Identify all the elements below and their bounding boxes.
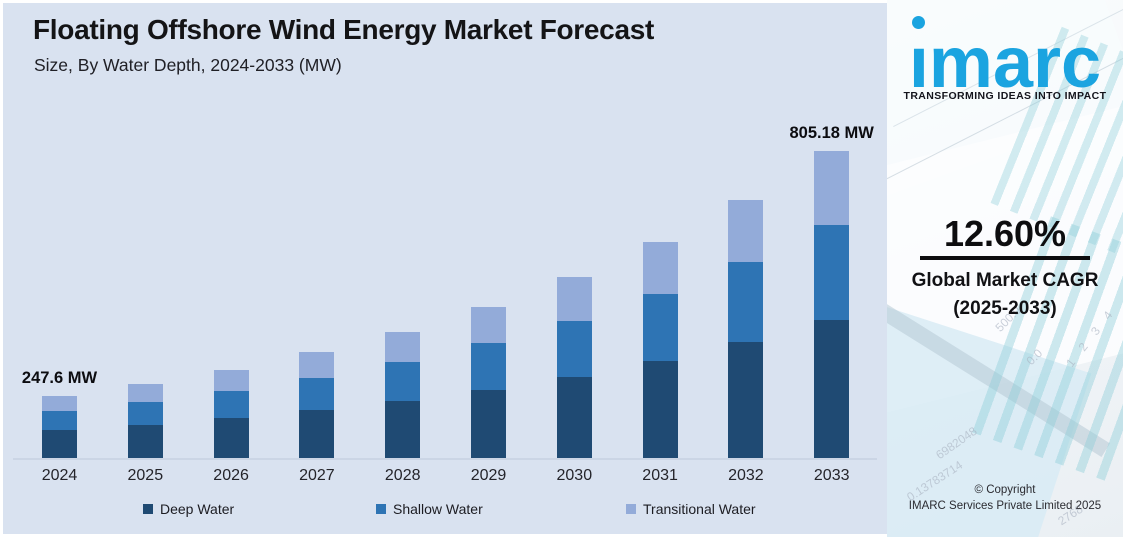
- annotation-2033: 805.18 MW: [789, 123, 874, 142]
- chart-subtitle: Size, By Water Depth, 2024-2033 (MW): [34, 55, 342, 75]
- x-tick-2031: 2031: [642, 467, 678, 484]
- x-tick-2028: 2028: [384, 467, 421, 484]
- bar-2028: [385, 331, 421, 458]
- imarc-logo: ımarc: [887, 16, 1123, 99]
- bar-2028-deep-water: [385, 401, 421, 458]
- bar-2032-shallow-water: [728, 262, 764, 342]
- x-axis-line: [13, 458, 877, 460]
- bar-2032-transitional-water: [728, 200, 764, 263]
- watermark-number: 6982048: [933, 423, 980, 463]
- bar-2033-transitional-water: [814, 150, 850, 225]
- bar-2031-shallow-water: [642, 294, 678, 361]
- copyright: © Copyright IMARC Services Private Limit…: [887, 483, 1123, 514]
- bar-2027-transitional-water: [299, 352, 335, 378]
- chart-title: Floating Offshore Wind Energy Market For…: [33, 14, 655, 45]
- logo-tagline: TRANSFORMING IDEAS INTO IMPACT: [903, 90, 1107, 102]
- bar-2029-shallow-water: [471, 343, 506, 390]
- brand-panel: 500.0 0.0 1 2 3 4 6982048 0.13783714 2768 ıma…: [887, 0, 1123, 537]
- legend-item-deep-water: Deep Water: [143, 500, 234, 518]
- bar-2024: [42, 396, 77, 458]
- bar-2026-transitional-water: [213, 369, 249, 391]
- bar-2027-deep-water: [299, 410, 335, 458]
- legend-swatch-icon: [143, 504, 153, 514]
- bar-2029: [471, 306, 506, 458]
- copyright-line1: © Copyright: [974, 484, 1036, 496]
- bar-2026-shallow-water: [213, 390, 249, 419]
- bar-2033: [814, 150, 850, 458]
- bar-2030: [556, 277, 592, 458]
- decorative-paper-shape: [887, 103, 1123, 417]
- bar-2026: [213, 369, 249, 458]
- bar-2033-shallow-water: [814, 224, 850, 320]
- bar-2025-shallow-water: [127, 401, 163, 425]
- x-tick-2024: 2024: [41, 467, 78, 484]
- bar-2025-deep-water: [127, 424, 163, 458]
- bar-2028-shallow-water: [385, 361, 421, 402]
- x-tick-2027: 2027: [299, 467, 335, 484]
- cagr-value: 12.60%: [943, 213, 1067, 254]
- watermark-number: 0.0: [1023, 346, 1046, 368]
- bar-2024-transitional-water: [42, 396, 77, 411]
- bar-2029-transitional-water: [471, 306, 506, 344]
- bar-2027: [299, 352, 335, 458]
- legend-label: Deep Water: [160, 501, 235, 517]
- legend-item-transitional-water: Transitional Water: [626, 500, 756, 518]
- annotation-2024: 247.6 MW: [21, 369, 98, 387]
- bar-2032-deep-water: [728, 341, 764, 458]
- bar-2025-transitional-water: [127, 383, 163, 402]
- bar-2031: [642, 242, 678, 458]
- bar-2030-shallow-water: [556, 320, 592, 377]
- bar-2033-deep-water: [814, 319, 850, 458]
- bar-2030-deep-water: [556, 376, 592, 458]
- x-tick-2029: 2029: [470, 467, 507, 484]
- x-tick-2026: 2026: [213, 467, 249, 484]
- bar-2024-shallow-water: [42, 410, 77, 431]
- x-tick-2025: 2025: [127, 467, 164, 484]
- cagr-divider: [920, 256, 1090, 260]
- legend-label: Shallow Water: [393, 501, 483, 517]
- chart-panel: Floating Offshore Wind Energy Market For…: [3, 3, 887, 534]
- x-tick-2032: 2032: [728, 467, 764, 484]
- plot-area: 2024 2025 2026 2027 2028 2029 2030 2031 2032 2033…: [3, 3, 887, 534]
- bar-2028-transitional-water: [385, 331, 421, 362]
- bar-2024-deep-water: [42, 430, 77, 458]
- cagr-label: Global Market CAGR: [911, 270, 1099, 291]
- x-tick-2030: 2030: [556, 467, 593, 484]
- legend-swatch-icon: [626, 504, 636, 514]
- bar-2030-transitional-water: [556, 277, 592, 321]
- bar-2026-deep-water: [213, 418, 249, 458]
- bar-2025: [127, 383, 163, 458]
- legend-swatch-icon: [376, 504, 386, 514]
- bar-2031-deep-water: [642, 360, 678, 458]
- cagr-years: (2025-2033): [953, 298, 1057, 319]
- bar-2029-deep-water: [471, 389, 506, 458]
- bar-2027-shallow-water: [299, 377, 335, 411]
- legend-label: Transitional Water: [643, 501, 756, 517]
- legend-item-shallow-water: Shallow Water: [376, 500, 483, 518]
- bar-2031-transitional-water: [642, 242, 678, 295]
- bar-2032: [728, 200, 764, 458]
- x-tick-2033: 2033: [813, 467, 850, 484]
- logo-i-dot-icon: [911, 16, 925, 29]
- copyright-line2: IMARC Services Private Limited 2025: [908, 499, 1102, 512]
